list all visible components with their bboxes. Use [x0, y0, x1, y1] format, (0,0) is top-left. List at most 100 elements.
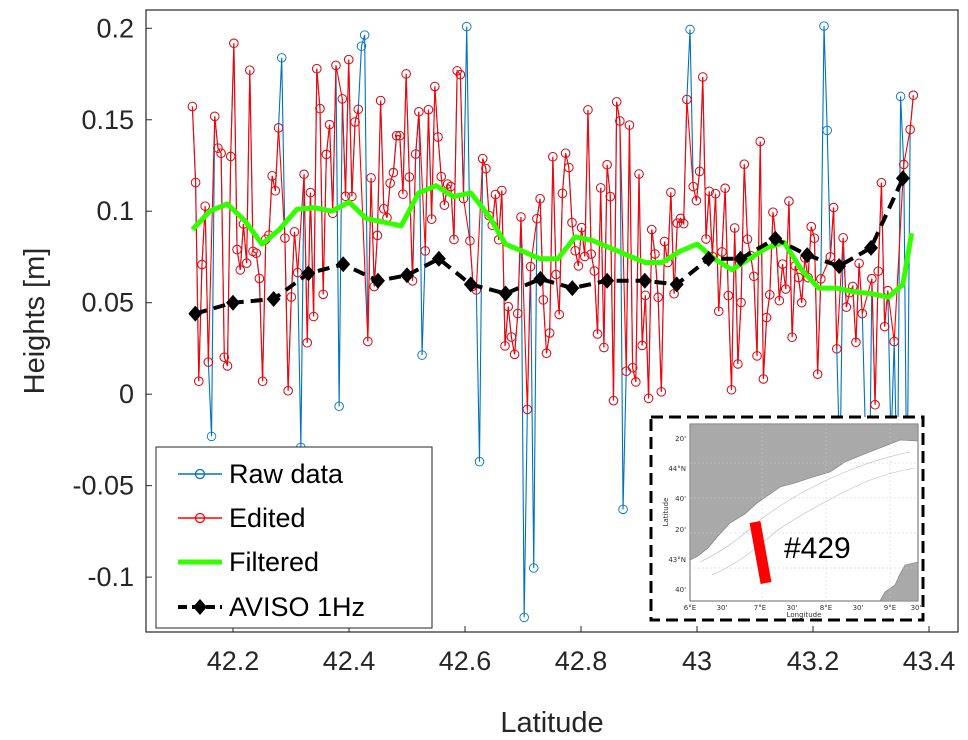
edited-point	[599, 342, 609, 353]
y-tick-label: -0.1	[87, 562, 134, 592]
inset-lon-tick: 30'	[717, 604, 728, 612]
edited-point	[187, 101, 198, 112]
edited-point	[331, 60, 341, 71]
edited-point	[395, 130, 405, 141]
aviso-series	[188, 170, 910, 322]
edited-point	[270, 185, 281, 196]
y-tick-label: 0	[119, 379, 134, 409]
edited-point	[548, 152, 558, 162]
edited-point	[624, 120, 635, 130]
edited-point	[500, 341, 510, 351]
aviso-point	[463, 276, 478, 293]
edited-point	[343, 54, 354, 65]
edited-point	[640, 290, 651, 301]
edited-point	[733, 359, 743, 369]
edited-point	[420, 246, 431, 256]
legend-box	[155, 446, 433, 629]
legend-item-filtered: Filtered	[178, 547, 319, 577]
aviso-point	[498, 285, 513, 302]
inset-dashed-border	[649, 415, 925, 622]
edited-point	[851, 337, 861, 348]
edited-point	[710, 188, 721, 199]
inset-land-corsica	[879, 561, 919, 602]
edited-point	[816, 274, 826, 284]
x-axis-label: Latitude	[500, 707, 603, 739]
edited-point	[544, 328, 555, 338]
edited-point	[283, 385, 293, 396]
edited-point	[634, 169, 644, 179]
inset-y-label: Latitude	[662, 498, 670, 527]
raw-data-point	[519, 612, 529, 623]
edited-point	[538, 295, 549, 305]
edited-point	[749, 271, 759, 282]
aviso-point	[895, 170, 910, 187]
edited-point	[812, 369, 823, 379]
edited-point	[573, 261, 584, 271]
edited-point	[742, 234, 753, 244]
edited-point	[401, 69, 411, 79]
edited-point	[717, 247, 727, 257]
edited-point	[857, 308, 868, 319]
edited-point	[867, 273, 877, 284]
aviso-point	[832, 258, 847, 275]
edited-point	[796, 297, 807, 308]
edited-point	[560, 148, 571, 158]
aviso-point	[188, 305, 203, 322]
edited-point	[879, 321, 890, 332]
edited-point	[225, 151, 236, 162]
edited-point	[608, 395, 619, 406]
aviso-point	[533, 270, 548, 287]
filtered-line	[190, 183, 915, 300]
edited-point	[739, 159, 750, 170]
edited-point	[688, 181, 698, 192]
inset-x-label: Longitude	[787, 611, 822, 619]
edited-point	[580, 251, 590, 262]
edited-point	[299, 169, 309, 180]
edited-point	[678, 218, 689, 229]
edited-point	[905, 124, 915, 135]
edited-point	[605, 191, 616, 202]
edited-point	[363, 336, 373, 347]
edited-point	[765, 289, 775, 300]
edited-point	[889, 336, 899, 347]
edited-point	[340, 191, 351, 202]
edited-point	[899, 159, 909, 170]
edited-point	[398, 189, 408, 199]
edited-point	[414, 106, 424, 117]
edited-point	[595, 183, 606, 193]
edited-point	[854, 258, 864, 269]
edited-point	[455, 69, 466, 80]
raw-data-point	[685, 24, 695, 35]
edited-point	[465, 236, 475, 246]
x-axis-ticks: 42.2 42.4 42.6 42.8 43 43.2 43.4	[207, 626, 955, 676]
edited-point	[908, 90, 919, 101]
edited-point	[723, 290, 734, 301]
inset-lon-tick: 9°E	[884, 604, 896, 612]
aviso-point	[800, 247, 815, 264]
edited-point	[410, 149, 421, 159]
edited-point	[200, 201, 210, 211]
edited-point	[873, 266, 884, 276]
edited-point	[372, 230, 383, 241]
edited-point	[828, 202, 839, 213]
edited-point	[194, 376, 204, 386]
edited-point	[430, 81, 440, 92]
inset-lon-tick: 6°E	[684, 604, 696, 612]
edited-point	[691, 195, 702, 206]
edited-point	[312, 63, 322, 74]
raw-data-point	[528, 563, 539, 573]
inset-coastline-contours	[699, 451, 916, 576]
inset-lon-ticks: 6°E 30' 7°E 30' 8°E 30' 9°E 30'	[684, 604, 922, 612]
edited-point	[315, 103, 325, 114]
edited-point	[516, 212, 526, 222]
edited-point	[726, 385, 737, 395]
legend-marker-raw	[194, 468, 206, 480]
edited-point	[375, 95, 386, 106]
edited-point	[650, 249, 660, 259]
aviso-point	[768, 230, 783, 247]
legend: Raw data Edited Filtered AVISO 1Hz	[155, 446, 433, 629]
edited-point	[752, 351, 762, 361]
edited-point	[497, 185, 507, 196]
inset-lat-tick: 20'	[675, 435, 686, 443]
